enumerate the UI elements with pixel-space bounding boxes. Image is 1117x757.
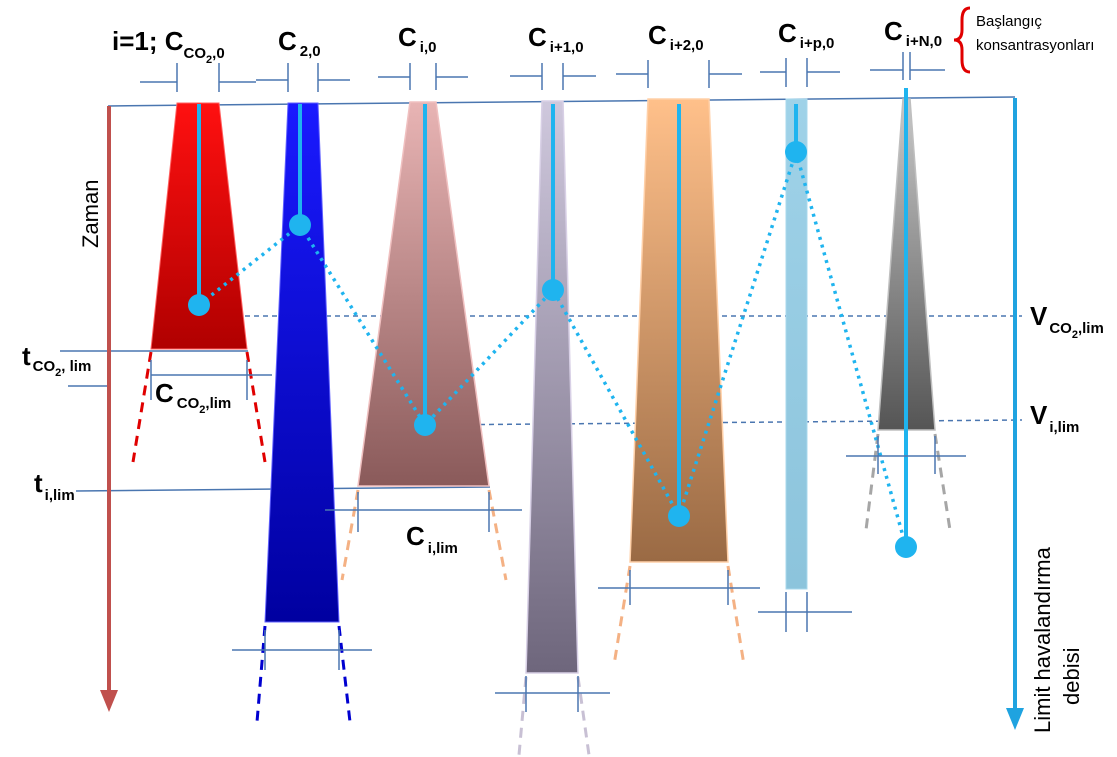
flow-axis-arrow xyxy=(1006,98,1024,730)
label-v-co2-lim: V CO2,lim xyxy=(1030,301,1104,341)
flow-axis-label-2: debisi xyxy=(1059,648,1084,705)
shape-c2 xyxy=(255,102,352,723)
time-axis-arrow xyxy=(100,106,118,712)
label-t-i-lim: t i,lim xyxy=(34,468,75,504)
brace-label-1: Başlangıç xyxy=(976,13,1042,30)
time-axis-label: Zaman xyxy=(78,180,103,248)
label-c-2-0: C 2,0 xyxy=(278,26,321,60)
label-t-co2-lim: t CO2, lim xyxy=(22,341,91,379)
label-c-co2-lim: C CO2,lim xyxy=(155,378,231,416)
top-width-markers xyxy=(140,52,945,92)
brace-icon xyxy=(953,6,971,74)
bottom-width-markers xyxy=(68,360,966,712)
flow-axis-label-1: Limit havalandırma xyxy=(1030,546,1055,733)
label-c-co2-0: i=1; CCO2,0 xyxy=(112,26,225,66)
shape-cip xyxy=(785,98,808,590)
brace-label-2: konsantrasyonları xyxy=(976,37,1094,54)
limit-points xyxy=(188,141,917,558)
stems xyxy=(197,88,908,547)
shape-ci1 xyxy=(517,100,591,756)
